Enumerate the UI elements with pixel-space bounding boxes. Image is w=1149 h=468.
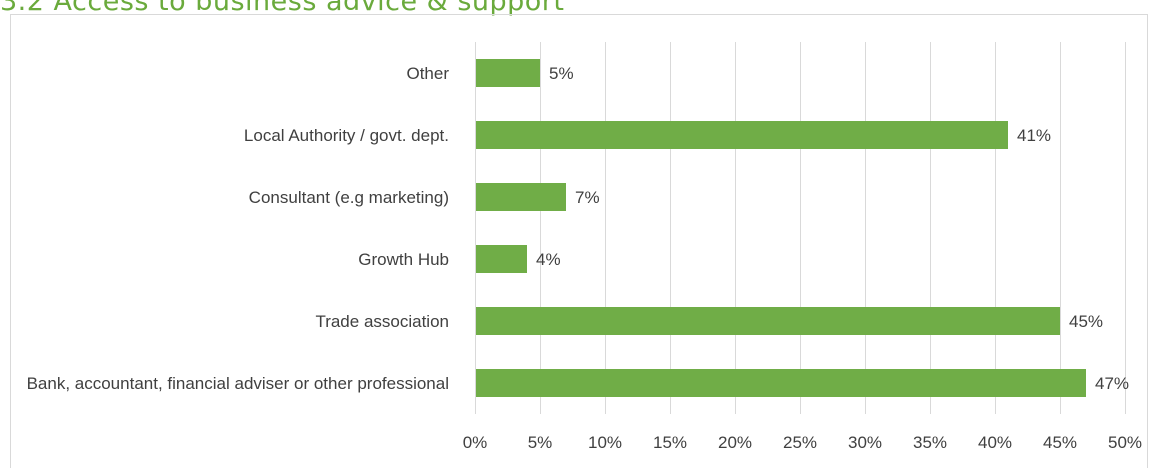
- bar: [476, 369, 1086, 397]
- bar: [476, 307, 1060, 335]
- x-tick-label: 20%: [718, 433, 752, 452]
- category-label: Growth Hub: [358, 250, 449, 269]
- x-tick-label: 25%: [783, 433, 817, 452]
- chart-frame: [10, 14, 1148, 468]
- data-label: 7%: [575, 188, 600, 207]
- bar: [476, 59, 540, 87]
- x-tick-label: 10%: [588, 433, 622, 452]
- category-labels: Other Local Authority / govt. dept. Consul…: [27, 64, 450, 393]
- data-label: 47%: [1095, 374, 1129, 393]
- bars: [476, 59, 1086, 397]
- data-label: 41%: [1017, 126, 1051, 145]
- category-label: Other: [406, 64, 449, 83]
- x-axis-tick-labels: 0% 5% 10% 15% 20% 25% 30% 35% 40% 45% 50%: [463, 433, 1142, 452]
- x-tick-label: 40%: [978, 433, 1012, 452]
- bar: [476, 121, 1008, 149]
- x-tick-label: 50%: [1108, 433, 1142, 452]
- bar: [476, 183, 566, 211]
- category-label: Trade association: [315, 312, 449, 331]
- x-tick-label: 15%: [653, 433, 687, 452]
- data-label: 5%: [549, 64, 574, 83]
- category-label: Local Authority / govt. dept.: [244, 126, 449, 145]
- x-tick-label: 0%: [463, 433, 488, 452]
- section-heading: 3.2 Access to business advice & support: [0, 0, 565, 17]
- data-label: 45%: [1069, 312, 1103, 331]
- x-tick-label: 30%: [848, 433, 882, 452]
- data-labels: 5% 41% 7% 4% 45% 47%: [536, 64, 1129, 393]
- category-label: Consultant (e.g marketing): [249, 188, 449, 207]
- x-tick-label: 5%: [528, 433, 553, 452]
- gridlines: [475, 42, 1126, 414]
- category-label: Bank, accountant, financial adviser or o…: [27, 374, 449, 393]
- x-tick-label: 45%: [1043, 433, 1077, 452]
- bar: [476, 245, 527, 273]
- data-label: 4%: [536, 250, 561, 269]
- x-tick-label: 35%: [913, 433, 947, 452]
